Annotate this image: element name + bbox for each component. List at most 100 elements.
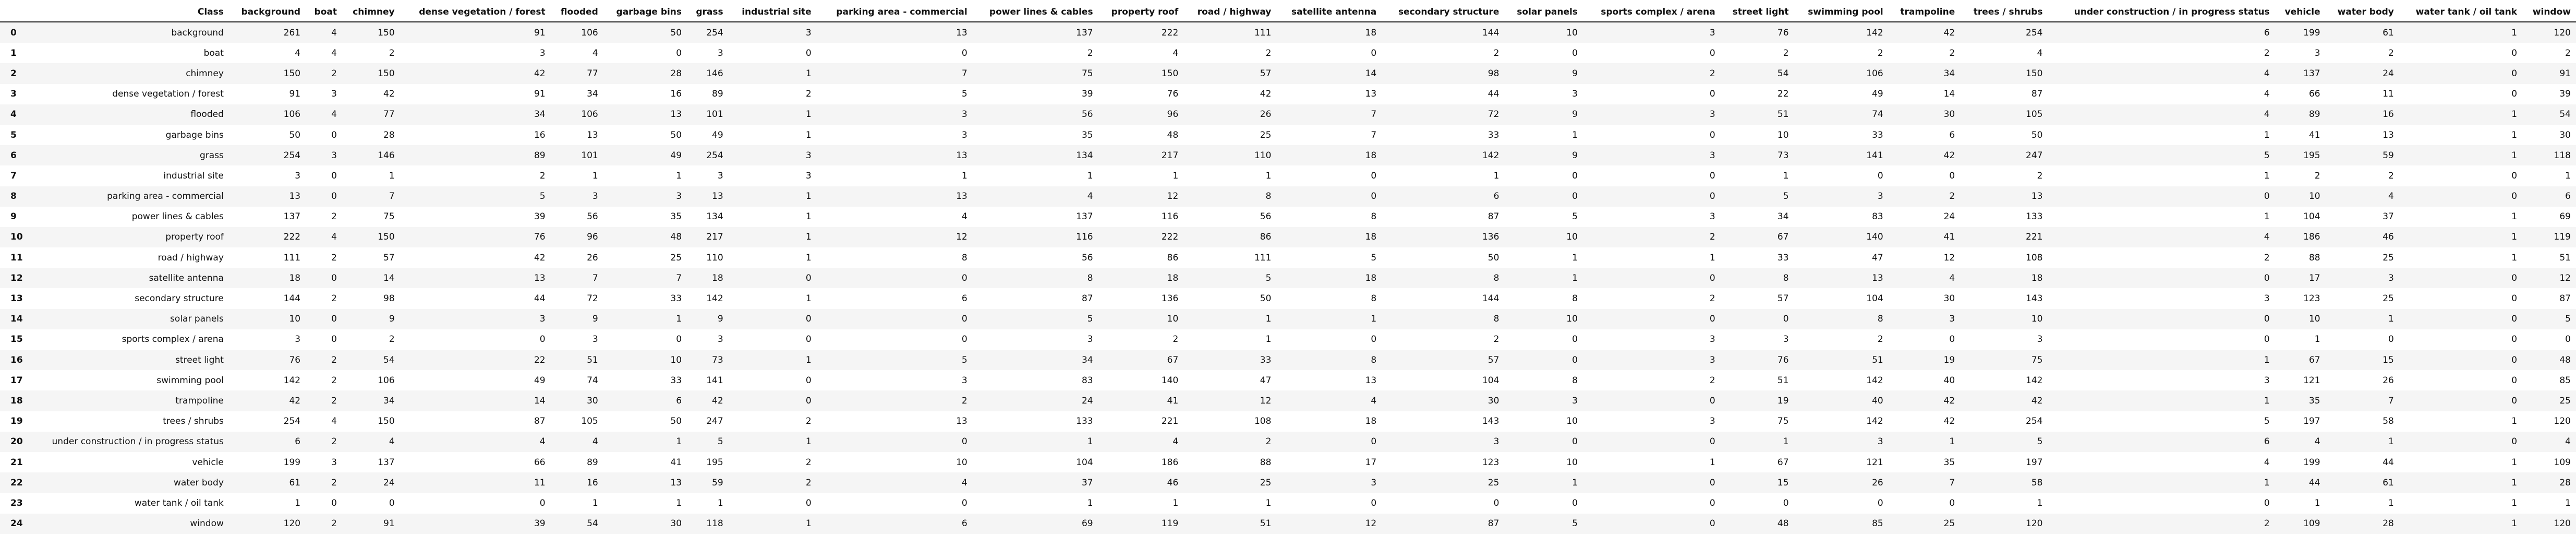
table-cell: 120 — [2554, 416, 2571, 427]
co-occurrence-table: Class background boat chimney dense vegetati… — [0, 3, 2576, 534]
table-cell: 0 — [1783, 314, 1789, 325]
column-header: Class — [28, 3, 229, 22]
table-cell: 67 — [2308, 354, 2320, 365]
table-cell: 44 — [1487, 89, 1499, 100]
table-cell: 0 — [961, 497, 967, 508]
table-cell: 0 — [805, 48, 812, 58]
table-cell: 4 — [331, 27, 337, 38]
table-cell: 3 — [2388, 272, 2394, 283]
table-cell: 87 — [2031, 89, 2043, 100]
row-class-label: road / highway — [158, 252, 224, 263]
table-cell: 109 — [2554, 457, 2571, 468]
table-cell: 0 — [539, 334, 546, 345]
table-cell: 0 — [676, 48, 682, 58]
table-cell: 120 — [283, 518, 301, 529]
table-cell: 34 — [534, 109, 546, 120]
table-cell: 0 — [331, 272, 337, 283]
table-cell: 0 — [331, 334, 337, 345]
table-cell: 142 — [1866, 27, 1883, 38]
table-cell: 42 — [534, 252, 546, 263]
table-cell: 61 — [2383, 477, 2394, 488]
table-cell: 0 — [1572, 497, 1578, 508]
table-cell: 35 — [1943, 457, 1955, 468]
table-cell: 0 — [1371, 48, 1377, 58]
table-cell: 0 — [1783, 497, 1789, 508]
table-cell: 34 — [383, 395, 395, 406]
table-cell: 116 — [1161, 211, 1179, 222]
table-cell: 0 — [1877, 497, 1883, 508]
table-cell: 0 — [1949, 334, 1955, 345]
table-cell: 1 — [805, 518, 812, 529]
table-cell: 49 — [534, 375, 546, 386]
table-cell: 25 — [2559, 395, 2571, 406]
table-cell: 261 — [283, 27, 301, 38]
table-cell: 25 — [1260, 477, 1272, 488]
table-cell: 1 — [1087, 436, 1093, 447]
table-cell: 1 — [805, 109, 812, 120]
table-cell: 13 — [587, 129, 598, 140]
table-cell: 75 — [2031, 354, 2043, 365]
row-class-label: parking area - commercial — [107, 191, 224, 202]
table-cell: 26 — [587, 252, 598, 263]
table-cell: 1 — [2264, 129, 2270, 140]
table-cell: 41 — [2308, 129, 2320, 140]
table-cell: 1 — [2264, 395, 2270, 406]
table-cell: 150 — [1161, 68, 1179, 79]
table-cell: 3 — [2264, 293, 2270, 304]
table-cell: 0 — [2511, 48, 2518, 58]
table-cell: 2 — [1493, 48, 1499, 58]
table-cell: 8 — [1087, 272, 1093, 283]
table-cell: 46 — [2383, 232, 2394, 243]
table-cell: 0 — [805, 314, 812, 325]
table-cell: 7 — [1371, 109, 1377, 120]
table-cell: 2 — [1949, 191, 1955, 202]
table-cell: 26 — [1260, 109, 1272, 120]
table-cell: 54 — [2559, 109, 2571, 120]
table-cell: 1 — [2388, 314, 2394, 325]
table-cell: 119 — [2554, 232, 2571, 243]
table-cell: 96 — [587, 232, 598, 243]
row-class-label: property roof — [165, 232, 224, 243]
row-index: 23 — [10, 497, 23, 508]
table-cell: 50 — [2031, 129, 2043, 140]
table-cell: 150 — [378, 27, 395, 38]
table-cell: 0 — [1709, 395, 1715, 406]
table-cell: 42 — [1943, 416, 1955, 427]
table-cell: 8 — [1371, 293, 1377, 304]
table-cell: 101 — [581, 150, 598, 161]
table-cell: 1 — [805, 354, 812, 365]
table-cell: 25 — [1260, 129, 1272, 140]
table-cell: 0 — [2511, 375, 2518, 386]
table-cell: 0 — [1371, 436, 1377, 447]
row-index: 13 — [10, 293, 23, 304]
table-cell: 123 — [1482, 457, 1499, 468]
table-cell: 98 — [383, 293, 395, 304]
table-cell: 35 — [2308, 395, 2320, 406]
table-cell: 4 — [1371, 395, 1377, 406]
table-cell: 0 — [539, 497, 546, 508]
table-cell: 1 — [2511, 497, 2518, 508]
column-header: street light — [1720, 3, 1794, 22]
table-cell: 3 — [539, 314, 546, 325]
table-cell: 134 — [1076, 150, 1093, 161]
table-cell: 4 — [1087, 191, 1093, 202]
table-cell: 91 — [289, 89, 301, 100]
table-cell: 7 — [592, 272, 598, 283]
table-cell: 61 — [2383, 27, 2394, 38]
table-cell: 24 — [1081, 395, 1093, 406]
table-cell: 0 — [2511, 272, 2518, 283]
table-cell: 101 — [706, 109, 723, 120]
table-cell: 42 — [289, 395, 301, 406]
table-cell: 0 — [2511, 170, 2518, 181]
table-cell: 57 — [1487, 354, 1499, 365]
column-header: trampoline — [1888, 3, 1961, 22]
table-cell: 33 — [670, 293, 682, 304]
table-cell: 40 — [1872, 395, 1883, 406]
table-cell: 8 — [961, 252, 967, 263]
table-cell: 121 — [2303, 375, 2320, 386]
table-cell: 25 — [2383, 252, 2394, 263]
table-cell: 3 — [1709, 150, 1715, 161]
row-index: 3 — [10, 89, 17, 100]
table-cell: 3 — [331, 150, 337, 161]
table-cell: 143 — [2026, 293, 2043, 304]
